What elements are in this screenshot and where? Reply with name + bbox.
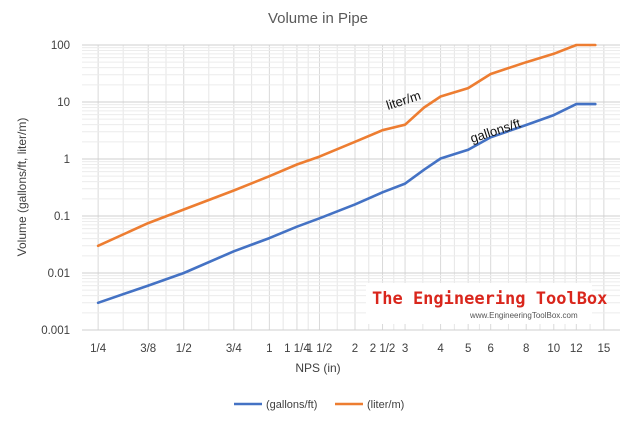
x-tick-label: 2 1/2 bbox=[370, 343, 396, 355]
watermark-title: The Engineering ToolBox bbox=[372, 289, 607, 309]
y-tick-labels: 0.001 0.01 0.1 1 10 100 bbox=[41, 40, 70, 337]
x-tick-label: 12 bbox=[570, 343, 583, 355]
x-tick-label: 1 bbox=[266, 343, 272, 355]
x-tick-label: 1/4 bbox=[90, 343, 107, 355]
y-tick-label: 0.1 bbox=[54, 211, 70, 223]
x-tick-label: 3/4 bbox=[226, 343, 243, 355]
series-line-0 bbox=[96, 102, 597, 305]
legend-label-gallons: (gallons/ft) bbox=[266, 399, 317, 411]
y-tick-label: 10 bbox=[57, 97, 70, 109]
y-tick-label: 0.001 bbox=[41, 325, 70, 337]
x-tick-label: 1 1/4 bbox=[284, 343, 310, 355]
x-tick-labels: 1/4 3/8 1/2 3/4 1 1 1/41 1/2 2 2 1/2 3 4 5 6 8 10 12 15 bbox=[90, 343, 610, 355]
y-tick-label: 100 bbox=[51, 40, 70, 52]
y-axis-label: Volume (gallons/ft, liter/m) bbox=[15, 118, 29, 257]
x-tick-label: 1/2 bbox=[176, 343, 192, 355]
x-tick-label: 6 bbox=[487, 343, 493, 355]
x-tick-label: 10 bbox=[547, 343, 560, 355]
watermark: The Engineering ToolBox www.EngineeringT… bbox=[366, 283, 607, 324]
y-tick-label: 0.01 bbox=[48, 268, 70, 280]
x-tick-label: 3/8 bbox=[140, 343, 156, 355]
x-axis-label: NPS (in) bbox=[295, 361, 340, 375]
annotation-liter-m: liter/m bbox=[384, 88, 422, 113]
x-tick-label: 15 bbox=[597, 343, 610, 355]
chart-title: Volume in Pipe bbox=[268, 10, 368, 27]
watermark-background bbox=[366, 283, 592, 324]
x-tick-label: 5 bbox=[465, 343, 471, 355]
x-tick-label: 4 bbox=[437, 343, 444, 355]
series-line-1 bbox=[96, 43, 597, 248]
legend-label-liter: (liter/m) bbox=[367, 399, 404, 411]
watermark-url: www.EngineeringToolBox.com bbox=[469, 311, 578, 320]
x-tick-label: 8 bbox=[523, 343, 529, 355]
y-tick-label: 1 bbox=[64, 154, 70, 166]
x-tick-label: 1 1/2 bbox=[307, 343, 333, 355]
legend: (gallons/ft) (liter/m) bbox=[234, 399, 404, 411]
x-tick-label: 2 bbox=[352, 343, 358, 355]
x-tick-label: 3 bbox=[402, 343, 408, 355]
series-lines bbox=[96, 43, 597, 305]
annotation-gallons-ft: gallons/ft bbox=[468, 115, 522, 145]
